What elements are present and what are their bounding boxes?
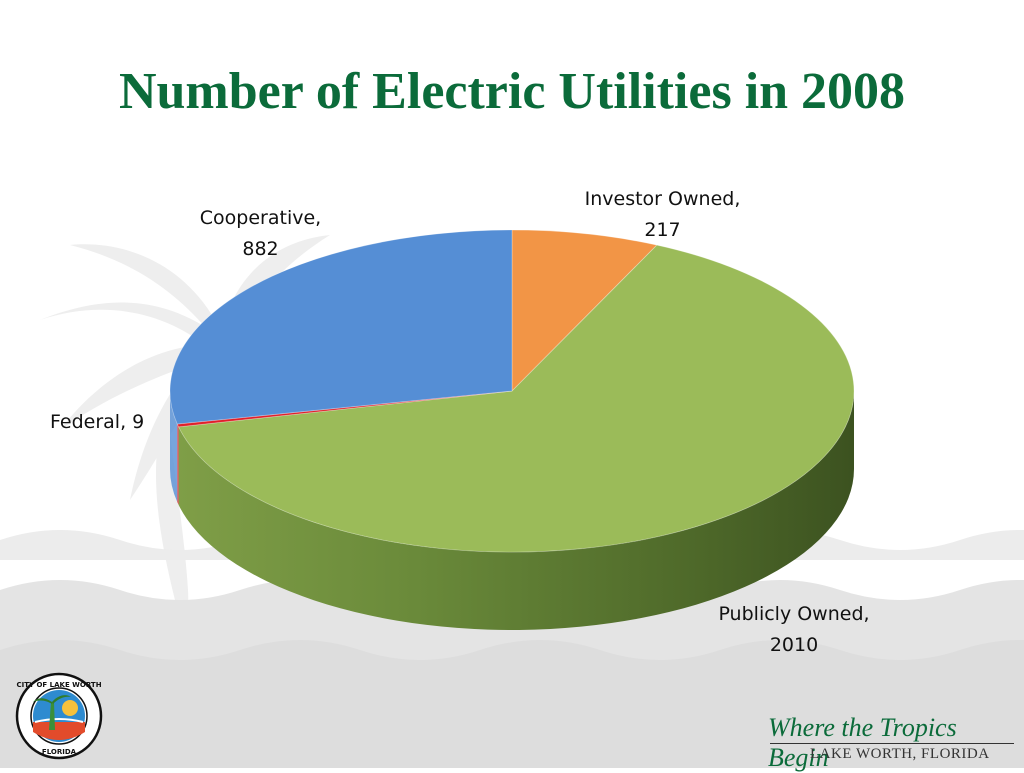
location-text: LAKE WORTH, FLORIDA bbox=[810, 746, 990, 762]
pie-slice-publicly-owned bbox=[177, 244, 855, 553]
pie-slice-federal bbox=[176, 390, 513, 428]
pie-side-publicly-owned bbox=[178, 391, 855, 631]
pie-slice-cooperative bbox=[169, 229, 513, 425]
pie-slice-investor-owned bbox=[511, 229, 658, 392]
seal-text-bottom: FLORIDA bbox=[42, 748, 77, 756]
slide-title: Number of Electric Utilities in 2008 bbox=[118, 63, 906, 120]
data-label-publicly-owned: Publicly Owned, 2010 bbox=[718, 603, 870, 656]
tagline-divider bbox=[770, 743, 1014, 744]
pie-side-federal bbox=[177, 424, 179, 505]
data-label-cooperative: Cooperative, 882 bbox=[199, 207, 322, 260]
pie-side-cooperative bbox=[170, 391, 178, 503]
data-label-federal: Federal, 9 bbox=[50, 411, 145, 433]
tagline: Where the Tropics Begin bbox=[768, 713, 957, 772]
seal-text-top: CITY OF LAKE WORTH bbox=[16, 681, 101, 689]
data-label-investor-owned: Investor Owned, 217 bbox=[584, 188, 741, 241]
city-seal-logo: CITY OF LAKE WORTH FLORIDA bbox=[15, 672, 103, 760]
